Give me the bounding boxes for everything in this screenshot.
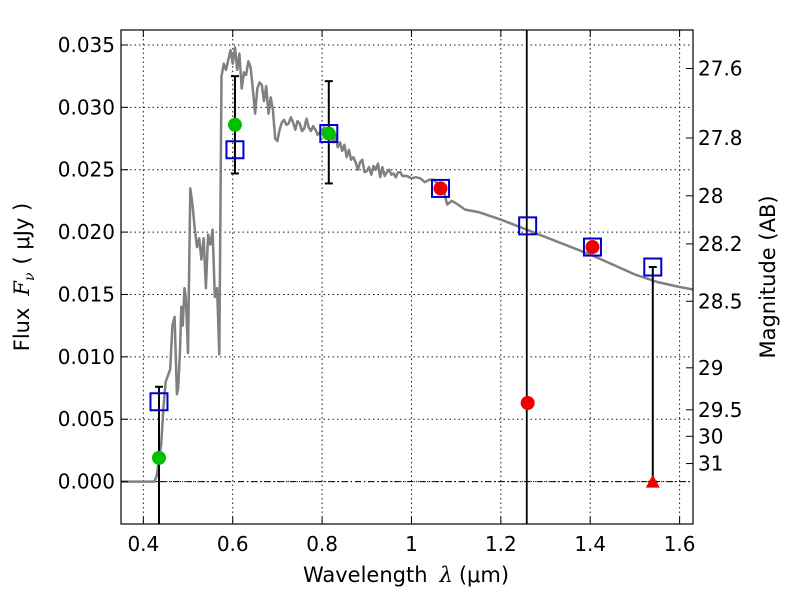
x-tick-label: 1.2 (485, 532, 517, 556)
markers (149, 117, 663, 488)
y2-tick-label: 28 (698, 184, 723, 208)
data-point (151, 450, 166, 465)
y-tick-label: 0.035 (58, 33, 115, 57)
model-sed (121, 46, 694, 483)
data-point (433, 181, 448, 196)
data-point (227, 117, 242, 132)
y-tick-label: 0.005 (58, 407, 115, 431)
model-square (518, 216, 538, 236)
model-square (431, 178, 451, 198)
model-square (225, 140, 245, 160)
y-tick-label: 0.010 (58, 345, 115, 369)
data-point (585, 240, 600, 255)
x-axis-label: Wavelength λ (μm) (303, 563, 509, 587)
plot-frame (120, 29, 694, 525)
y-tick-label: 0.020 (58, 220, 115, 244)
model-square (149, 392, 169, 412)
y-tick-label: 0.030 (58, 95, 115, 119)
data-point (520, 395, 535, 410)
y-tick-label: 0.015 (58, 282, 115, 306)
error-bars (154, 75, 657, 524)
y-tick-label: 0.025 (58, 158, 115, 182)
axis-ticks: 0.4 0.6 0.8 1 1.2 1.4 1.6 0.000 0.005 0.010 0.015 0… (58, 30, 743, 556)
y2-tick-label: 30 (698, 424, 723, 448)
y-tick-label: 0.000 (58, 470, 115, 494)
x-tick-label: 1.4 (574, 532, 606, 556)
x-tick-label: 0.4 (127, 532, 159, 556)
y2-tick-label: 28.2 (698, 232, 743, 256)
model-square (643, 257, 663, 277)
data-point (321, 126, 336, 141)
y2-axis-label: Magnitude (AB) (756, 195, 780, 358)
model-square (582, 237, 602, 257)
x-tick-label: 0.8 (306, 532, 338, 556)
x-tick-label: 0.6 (217, 532, 249, 556)
y2-tick-label: 29.5 (698, 398, 743, 422)
x-tick-label: 1.6 (664, 532, 696, 556)
y2-tick-label: 28.5 (698, 289, 743, 313)
y2-tick-label: 27.8 (698, 126, 743, 150)
y2-tick-label: 27.6 (698, 57, 743, 81)
data-point-triangle (645, 474, 660, 488)
y2-tick-label: 31 (698, 452, 723, 476)
y-axis-label: FluxFν( μJy ) (10, 203, 38, 351)
model-sed-curve (121, 46, 694, 483)
x-tick-label: 1 (405, 532, 418, 556)
model-square (319, 124, 339, 144)
y2-tick-label: 29 (698, 356, 723, 380)
